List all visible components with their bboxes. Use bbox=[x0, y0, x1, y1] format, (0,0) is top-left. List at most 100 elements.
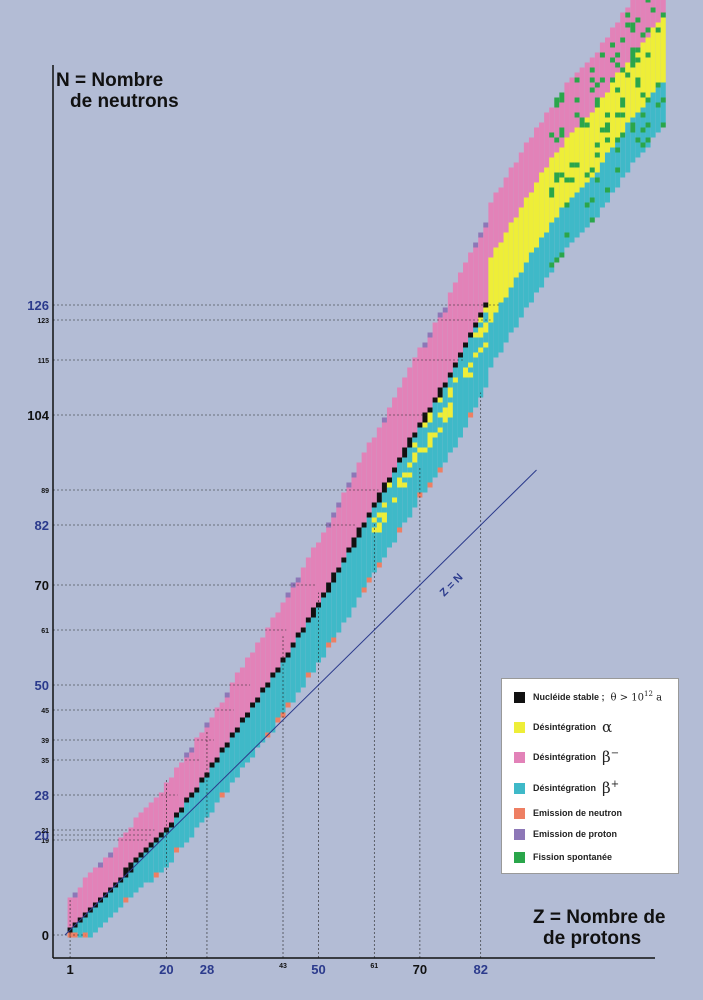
nuclide-cell bbox=[457, 367, 463, 373]
nuclide-cell bbox=[534, 157, 540, 163]
nuclide-cell bbox=[371, 452, 377, 458]
nuclide-cell bbox=[640, 32, 646, 38]
nuclide-cell bbox=[280, 622, 286, 628]
nuclide-cell bbox=[72, 897, 78, 903]
nuclide-cell bbox=[113, 892, 119, 898]
nuclide-cell bbox=[518, 287, 524, 293]
nuclide-cell bbox=[594, 67, 600, 73]
nuclide-cell bbox=[589, 82, 595, 88]
nuclide-cell bbox=[189, 822, 195, 828]
nuclide-cell bbox=[640, 82, 646, 88]
nuclide-cell bbox=[468, 397, 474, 403]
nuclide-cell bbox=[503, 287, 509, 293]
y-tick-label: 0 bbox=[42, 928, 49, 943]
nuclide-cell bbox=[138, 862, 144, 868]
nuclide-cell bbox=[655, 72, 661, 78]
nuclide-cell bbox=[265, 667, 271, 673]
nuclide-cell bbox=[427, 427, 433, 433]
nuclide-cell bbox=[594, 182, 600, 188]
y-tick-label: 61 bbox=[41, 628, 49, 635]
nuclide-cell bbox=[488, 327, 494, 333]
nuclide-cell bbox=[250, 662, 256, 668]
nuclide-cell bbox=[650, 87, 656, 93]
nuclide-cell bbox=[645, 72, 651, 78]
nuclide-cell bbox=[392, 427, 398, 433]
nuclide-cell bbox=[179, 822, 185, 828]
nuclide-cell bbox=[518, 237, 524, 243]
nuclide-cell bbox=[392, 522, 398, 528]
legend-label-proton: Emission de proton bbox=[533, 829, 618, 839]
nuclide-cell bbox=[158, 842, 164, 848]
nuclide-cell bbox=[584, 112, 590, 118]
nuclide-cell bbox=[518, 312, 524, 318]
nuclide-cell bbox=[300, 672, 306, 678]
nuclide-cell bbox=[341, 587, 347, 593]
nuclide-cell bbox=[113, 872, 119, 878]
nuclide-cell bbox=[366, 517, 372, 523]
nuclide-cell bbox=[437, 357, 443, 363]
nuclide-cell bbox=[437, 372, 443, 378]
nuclide-cell bbox=[118, 892, 124, 898]
nuclide-cell bbox=[488, 207, 494, 213]
nuclide-cell bbox=[508, 192, 514, 198]
nuclide-cell bbox=[468, 312, 474, 318]
nuclide-cell bbox=[194, 787, 200, 793]
nuclide-cell bbox=[463, 397, 469, 403]
nuclide-cell bbox=[255, 657, 261, 663]
nuclide-cell bbox=[513, 302, 519, 308]
nuclide-cell bbox=[478, 347, 484, 353]
nuclide-cell bbox=[417, 462, 423, 468]
nuclide-cell bbox=[305, 577, 311, 583]
nuclide-cell bbox=[483, 232, 489, 238]
nuclide-cell bbox=[245, 722, 251, 728]
nuclide-cell bbox=[579, 212, 585, 218]
nuclide-cell bbox=[402, 497, 408, 503]
nuclide-cell bbox=[660, 117, 666, 123]
nuclide-cell bbox=[594, 197, 600, 203]
nuclide-cell bbox=[437, 352, 443, 358]
nuclide-cell bbox=[336, 582, 342, 588]
nuclide-cell bbox=[143, 807, 149, 813]
nuclide-cell bbox=[209, 807, 215, 813]
nuclide-cell bbox=[610, 92, 616, 98]
nuclide-cell bbox=[483, 227, 489, 233]
nuclide-cell bbox=[523, 287, 529, 293]
nuclide-cell bbox=[493, 252, 499, 258]
nuclide-cell bbox=[239, 727, 245, 733]
nuclide-cell bbox=[615, 172, 621, 178]
nuclide-cell bbox=[422, 342, 428, 348]
nuclide-cell bbox=[468, 402, 474, 408]
nuclide-cell bbox=[97, 887, 103, 893]
nuclide-cell bbox=[108, 912, 114, 918]
nuclide-cell bbox=[341, 547, 347, 553]
nuclide-cell bbox=[381, 497, 387, 503]
nuclide-cell bbox=[356, 537, 362, 543]
nuclide-cell bbox=[310, 577, 316, 583]
nuclide-cell bbox=[72, 892, 78, 898]
nuclide-cell bbox=[412, 407, 418, 413]
nuclide-cell bbox=[341, 492, 347, 498]
nuclide-cell bbox=[589, 197, 595, 203]
nuclide-cell bbox=[239, 712, 245, 718]
nuclide-cell bbox=[239, 687, 245, 693]
nuclide-cell bbox=[457, 377, 463, 383]
nuclide-cell bbox=[356, 572, 362, 578]
nuclide-cell bbox=[483, 357, 489, 363]
nuclide-cell bbox=[189, 767, 195, 773]
nuclide-cell bbox=[397, 432, 403, 438]
nuclide-cell bbox=[478, 372, 484, 378]
nuclide-cell bbox=[366, 447, 372, 453]
nuclide-cell bbox=[321, 592, 327, 598]
nuclide-cell bbox=[351, 532, 357, 538]
nuclide-cell bbox=[655, 62, 661, 68]
nuclide-cell bbox=[108, 857, 114, 863]
nuclide-cell bbox=[402, 517, 408, 523]
nuclide-cell bbox=[478, 252, 484, 258]
nuclide-cell bbox=[447, 402, 453, 408]
nuclide-cell bbox=[564, 142, 570, 148]
nuclide-cell bbox=[189, 797, 195, 803]
nuclide-cell bbox=[245, 742, 251, 748]
nuclide-cell bbox=[422, 432, 428, 438]
nuclide-cell bbox=[336, 577, 342, 583]
nuclide-cell bbox=[402, 477, 408, 483]
